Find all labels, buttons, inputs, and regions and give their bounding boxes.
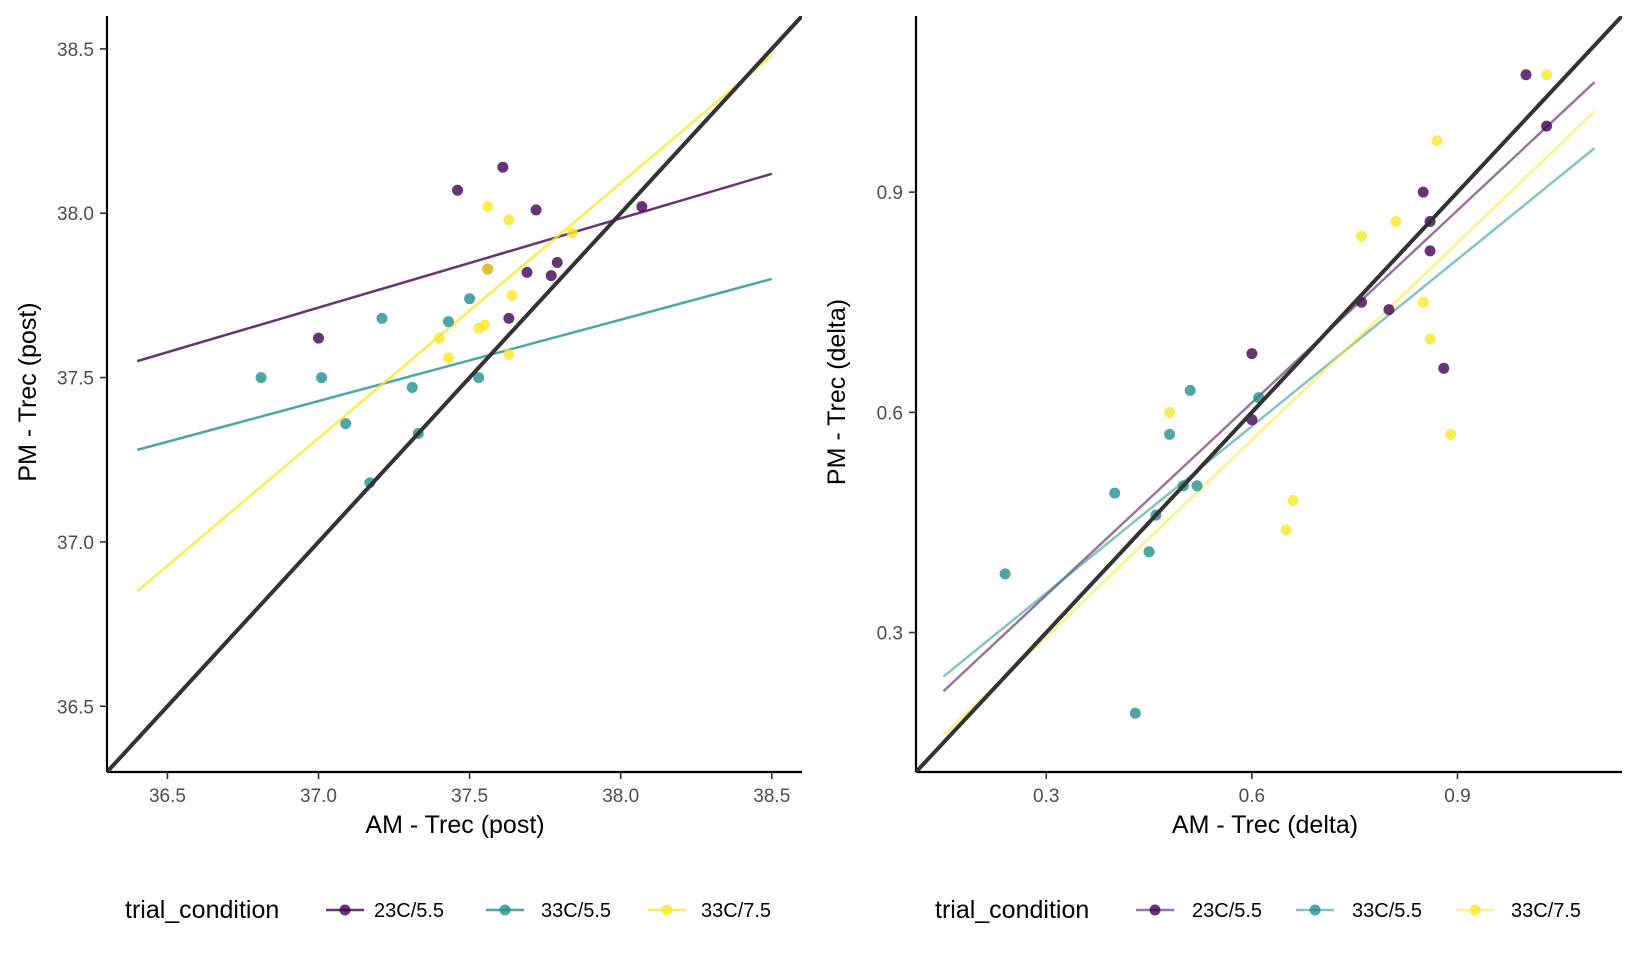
right-data-point xyxy=(1445,428,1457,440)
left-plot-area xyxy=(107,16,802,772)
left-legend-item-23c-5-5: 23C/5.5 xyxy=(326,900,444,922)
right-plot-area xyxy=(916,16,1622,772)
right-panel: AM - Trec (delta) PM - Trec (delta) 0.3 0… xyxy=(823,16,1622,839)
right-y-tick-label: 0.3 xyxy=(877,624,903,645)
left-data-point xyxy=(479,319,491,331)
left-data-point xyxy=(551,257,563,269)
right-identity-line xyxy=(916,16,1622,772)
left-data-point xyxy=(442,316,454,328)
left-data-point xyxy=(376,312,388,324)
left-legend-label: 33C/5.5 xyxy=(541,900,611,922)
right-data-point xyxy=(1129,707,1141,719)
right-x-tick-label: 0.3 xyxy=(1033,786,1059,807)
right-data-point xyxy=(1356,230,1368,242)
left-y-tick-label: 37.5 xyxy=(57,369,94,390)
left-panel: AM - Trec (post) PM - Trec (post) 36.5 37… xyxy=(14,16,802,839)
right-x-axis-title: AM - Trec (delta) xyxy=(1172,811,1358,839)
right-data-point xyxy=(1424,245,1436,257)
left-y-tick-label: 38.0 xyxy=(57,204,94,225)
left-data-point xyxy=(545,270,557,282)
left-fit-line xyxy=(136,277,773,452)
left-y-tick-label: 37.0 xyxy=(57,533,94,554)
left-data-point xyxy=(340,418,352,430)
left-y-tick-label: 36.5 xyxy=(57,697,94,718)
left-data-point xyxy=(316,372,328,384)
right-data-point xyxy=(1246,348,1258,360)
left-data-point xyxy=(442,352,454,364)
right-data-point xyxy=(1520,69,1532,81)
left-data-point xyxy=(406,381,418,393)
right-x-tick-label: 0.6 xyxy=(1239,786,1265,807)
right-fit-line xyxy=(942,147,1596,678)
left-data-point xyxy=(503,349,515,361)
right-data-point xyxy=(1424,333,1436,345)
left-x-axis-title: AM - Trec (post) xyxy=(365,811,544,839)
right-data-point xyxy=(1164,428,1176,440)
left-data-point xyxy=(497,161,509,173)
right-data-point xyxy=(1143,546,1155,558)
right-data-point xyxy=(1287,494,1299,506)
left-legend-item-33c-5-5: 33C/5.5 xyxy=(486,900,611,922)
left-data-point xyxy=(506,289,518,301)
left-data-point xyxy=(503,312,515,324)
right-y-axis-title: PM - Trec (delta) xyxy=(823,299,851,485)
right-legend-label: 33C/7.5 xyxy=(1511,900,1581,922)
right-legend-item-33c-7-5: 33C/7.5 xyxy=(1456,900,1581,922)
left-identity-line xyxy=(107,16,802,772)
right-data-point xyxy=(1164,406,1176,418)
left-legend-label: 23C/5.5 xyxy=(374,900,444,922)
left-y-tick-label: 38.5 xyxy=(57,40,94,61)
left-data-point xyxy=(464,293,476,305)
right-data-point xyxy=(1417,296,1429,308)
left-y-axis-title: PM - Trec (post) xyxy=(14,302,42,481)
right-data-point xyxy=(1417,186,1429,198)
right-data-point xyxy=(1280,524,1292,536)
left-legend-label: 33C/7.5 xyxy=(701,900,771,922)
left-data-point xyxy=(521,266,533,278)
right-data-point xyxy=(1541,120,1553,132)
left-legend: trial_condition 23C/5.5 33C/5.5 33C/7.5 xyxy=(125,896,771,924)
left-data-point xyxy=(566,227,578,239)
right-data-point xyxy=(1438,362,1450,374)
left-fit-line xyxy=(136,172,773,363)
right-fit-line xyxy=(942,81,1596,693)
left-data-point xyxy=(503,214,515,226)
left-legend-title: trial_condition xyxy=(125,896,279,924)
right-data-point xyxy=(1184,384,1196,396)
left-x-tick-label: 38.0 xyxy=(602,786,639,807)
left-data-point xyxy=(530,204,542,216)
left-data-point xyxy=(473,372,485,384)
right-legend-label: 23C/5.5 xyxy=(1192,900,1262,922)
left-data-point xyxy=(636,201,648,213)
right-legend-item-23c-5-5: 23C/5.5 xyxy=(1136,900,1262,922)
right-legend-label: 33C/5.5 xyxy=(1352,900,1422,922)
right-fit-line xyxy=(942,110,1596,737)
right-data-point xyxy=(999,568,1011,580)
right-data-point xyxy=(1390,216,1402,228)
left-data-point xyxy=(433,332,445,344)
right-data-point xyxy=(1541,69,1553,81)
left-data-point xyxy=(255,372,267,384)
left-x-tick-label: 38.5 xyxy=(753,786,790,807)
right-legend: trial_condition 23C/5.5 33C/5.5 33C/7.5 xyxy=(935,896,1581,924)
left-data-point xyxy=(452,184,464,196)
right-data-point xyxy=(1383,304,1395,316)
left-data-point xyxy=(482,201,494,213)
left-x-tick-label: 37.0 xyxy=(300,786,337,807)
right-data-point xyxy=(1109,487,1121,499)
left-fit-line xyxy=(136,54,773,593)
left-data-point xyxy=(313,332,325,344)
left-x-tick-label: 37.5 xyxy=(451,786,488,807)
left-legend-item-33c-7-5: 33C/7.5 xyxy=(648,900,771,922)
left-x-tick-label: 36.5 xyxy=(149,786,186,807)
right-x-tick-label: 0.9 xyxy=(1444,786,1470,807)
right-data-point xyxy=(1431,135,1443,147)
right-y-tick-label: 0.6 xyxy=(877,403,903,424)
right-y-tick-label: 0.9 xyxy=(877,183,903,204)
right-legend-title: trial_condition xyxy=(935,896,1089,924)
right-legend-item-33c-5-5: 33C/5.5 xyxy=(1296,900,1422,922)
right-data-point xyxy=(1191,480,1203,492)
left-data-point xyxy=(482,263,494,275)
